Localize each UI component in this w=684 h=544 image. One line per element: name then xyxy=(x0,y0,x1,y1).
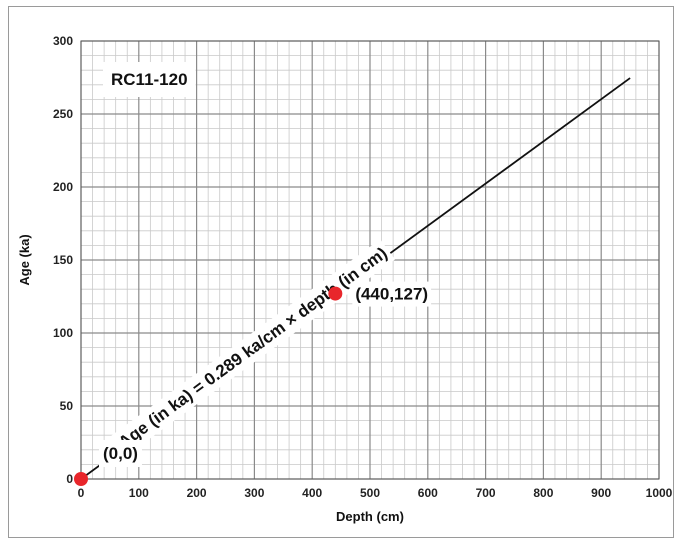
point-label-box-440 xyxy=(352,281,432,307)
y-tick-label: 200 xyxy=(53,180,73,194)
chart-title: RC11-120 xyxy=(111,70,188,89)
data-point-origin xyxy=(74,472,88,486)
y-tick-label: 300 xyxy=(53,34,73,48)
data-point-440 xyxy=(328,286,343,301)
x-tick-label: 500 xyxy=(360,486,380,500)
y-tick-label: 0 xyxy=(66,472,73,486)
x-tick-label: 1000 xyxy=(646,486,673,500)
x-tick-label: 900 xyxy=(591,486,611,500)
x-axis-title: Depth (cm) xyxy=(336,509,404,524)
point-label-origin: (0,0) xyxy=(103,444,138,463)
equation-box xyxy=(110,239,396,457)
title-box xyxy=(103,62,196,97)
x-tick-label: 400 xyxy=(302,486,322,500)
x-tick-label: 800 xyxy=(533,486,553,500)
x-tick-label: 300 xyxy=(244,486,264,500)
plot-border xyxy=(80,40,660,480)
x-tick-label: 0 xyxy=(78,486,85,500)
y-tick-label: 150 xyxy=(53,253,73,267)
chart-frame: 0 100 200 300 400 500 600 700 800 900 1000 0 50 100 1… xyxy=(8,6,674,538)
x-tick-label: 700 xyxy=(476,486,496,500)
x-tick-label: 200 xyxy=(187,486,207,500)
chart: 0 100 200 300 400 500 600 700 800 900 1000 0 50 100 1… xyxy=(17,34,673,524)
y-axis-title: Age (ka) xyxy=(17,234,32,285)
y-tick-label: 50 xyxy=(60,399,74,413)
point-label-440: (440,127) xyxy=(355,285,428,304)
y-tick-label: 250 xyxy=(53,107,73,121)
y-tick-label: 100 xyxy=(53,326,73,340)
y-tick-labels: 0 50 100 150 200 250 300 xyxy=(53,34,73,486)
x-tick-labels: 0 100 200 300 400 500 600 700 800 900 1000 xyxy=(78,486,673,500)
x-tick-label: 100 xyxy=(129,486,149,500)
point-label-box-origin xyxy=(99,440,142,467)
x-tick-label: 600 xyxy=(418,486,438,500)
